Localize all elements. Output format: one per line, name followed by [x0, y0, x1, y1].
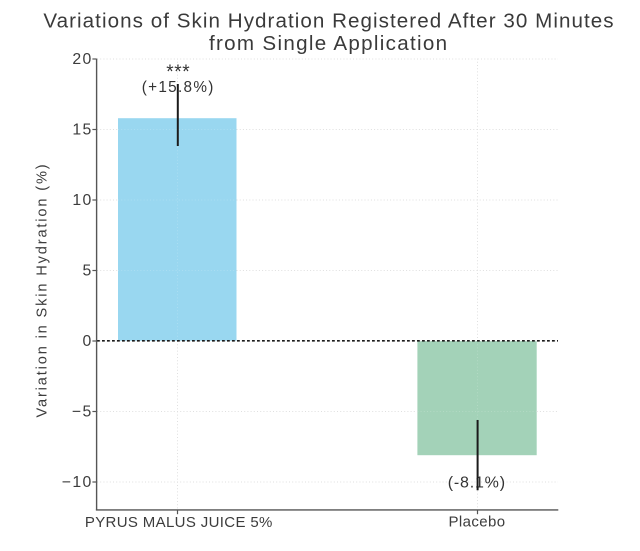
svg-text:5: 5: [83, 262, 93, 279]
svg-text:0: 0: [83, 333, 93, 350]
svg-text:(-8.1%): (-8.1%): [448, 474, 506, 491]
svg-text:***: ***: [166, 62, 190, 83]
svg-text:PYRUS MALUS JUICE 5%: PYRUS MALUS JUICE 5%: [85, 514, 273, 531]
svg-text:15: 15: [72, 121, 92, 138]
svg-text:−10: −10: [62, 474, 93, 491]
svg-text:Placebo: Placebo: [448, 514, 505, 531]
svg-text:Variation in Skin Hydration (%: Variation in Skin Hydration (%): [35, 163, 51, 418]
svg-text:20: 20: [72, 51, 92, 68]
svg-text:Variations of Skin Hydration R: Variations of Skin Hydration Registered …: [43, 9, 614, 32]
svg-text:10: 10: [72, 192, 92, 209]
svg-text:−5: −5: [72, 403, 93, 420]
svg-text:from Single Application: from Single Application: [209, 32, 448, 55]
